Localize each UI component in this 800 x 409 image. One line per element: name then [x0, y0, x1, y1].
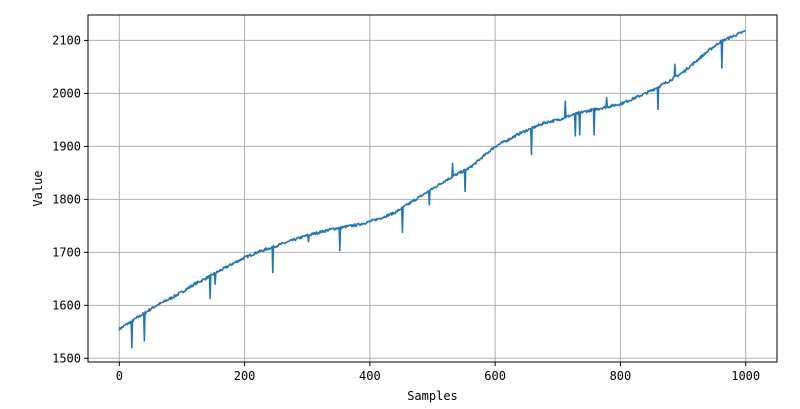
- x-tick-label: 1000: [731, 369, 760, 383]
- x-tick-label: 800: [610, 369, 632, 383]
- x-tick-label: 600: [484, 369, 506, 383]
- x-tick-label: 400: [359, 369, 381, 383]
- y-tick-label: 1900: [52, 139, 81, 153]
- y-tick-label: 1500: [52, 351, 81, 365]
- series-layer: [118, 29, 746, 349]
- x-axis-label: Samples: [407, 389, 458, 403]
- x-tick-label: 0: [116, 369, 123, 383]
- plot-frame: [87, 14, 778, 363]
- y-axis-ticks: 1500 1600 1700 1800 1900 2000 2100: [52, 33, 88, 365]
- y-tick-label: 1700: [52, 245, 81, 259]
- y-axis-label: Value: [31, 170, 45, 206]
- y-tick-label: 2000: [52, 86, 81, 100]
- x-axis-ticks: 0 200 400 600 800 1000: [116, 362, 760, 383]
- y-tick-label: 1800: [52, 192, 81, 206]
- series-line-0: [118, 29, 746, 349]
- y-tick-label: 1600: [52, 298, 81, 312]
- grid: [88, 15, 777, 362]
- y-tick-label: 2100: [52, 33, 81, 47]
- x-tick-label: 200: [234, 369, 256, 383]
